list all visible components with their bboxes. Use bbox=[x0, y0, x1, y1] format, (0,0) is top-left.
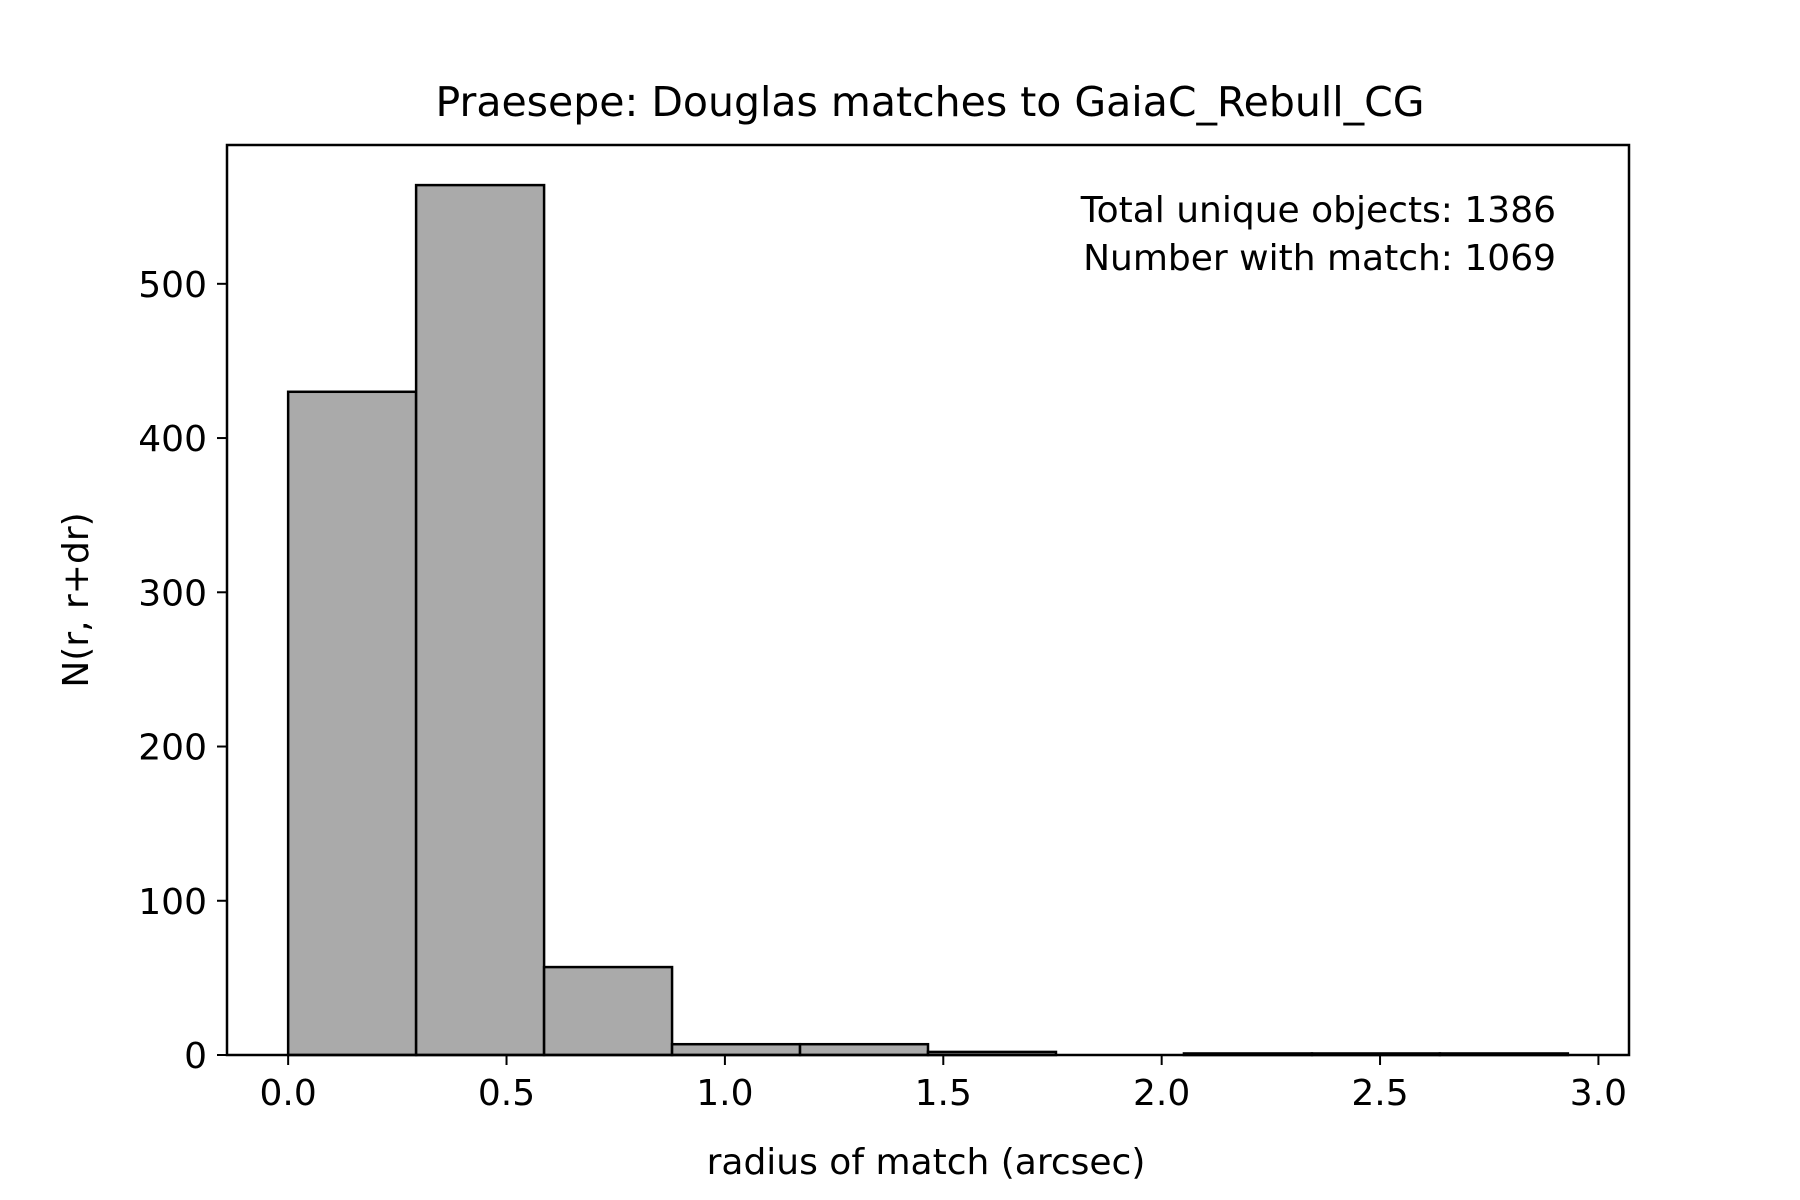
y-tick-label: 300 bbox=[138, 573, 207, 614]
y-tick-label: 100 bbox=[138, 882, 207, 923]
histogram-bar-2 bbox=[542, 965, 674, 1057]
y-tick-label: 500 bbox=[138, 265, 207, 306]
y-tick-label: 400 bbox=[138, 419, 207, 460]
chart-title: Praesepe: Douglas matches to GaiaC_Rebul… bbox=[435, 78, 1424, 126]
x-tick-label: 2.5 bbox=[1351, 1073, 1408, 1114]
y-axis-label: N(r, r+dr) bbox=[56, 512, 97, 687]
x-tick-label: 1.0 bbox=[696, 1073, 753, 1114]
y-axis-ticks: 0 100 200 300 400 500 bbox=[138, 265, 227, 1077]
histogram-bar-1 bbox=[414, 183, 546, 1057]
histogram-bar-4 bbox=[798, 1042, 930, 1057]
x-tick-label: 1.5 bbox=[915, 1073, 972, 1114]
x-tick-label: 3.0 bbox=[1570, 1073, 1627, 1114]
y-tick-label: 200 bbox=[138, 728, 207, 769]
histogram-bar-0 bbox=[286, 390, 418, 1057]
plot-frame bbox=[225, 143, 1631, 1057]
histogram-bars bbox=[286, 183, 1570, 1057]
annotation-total-objects: Total unique objects: 1386 bbox=[1080, 190, 1556, 231]
x-tick-label: 2.0 bbox=[1133, 1073, 1190, 1114]
annotation-matched-objects: Number with match: 1069 bbox=[1083, 238, 1556, 279]
x-tick-label: 0.5 bbox=[478, 1073, 535, 1114]
y-tick-label: 0 bbox=[184, 1036, 207, 1077]
x-tick-label: 0.0 bbox=[260, 1073, 317, 1114]
histogram-bar-3 bbox=[670, 1042, 802, 1057]
x-axis-label: radius of match (arcsec) bbox=[707, 1142, 1146, 1183]
x-axis-ticks: 0.0 0.5 1.0 1.5 2.0 2.5 3.0 bbox=[260, 1055, 1627, 1114]
